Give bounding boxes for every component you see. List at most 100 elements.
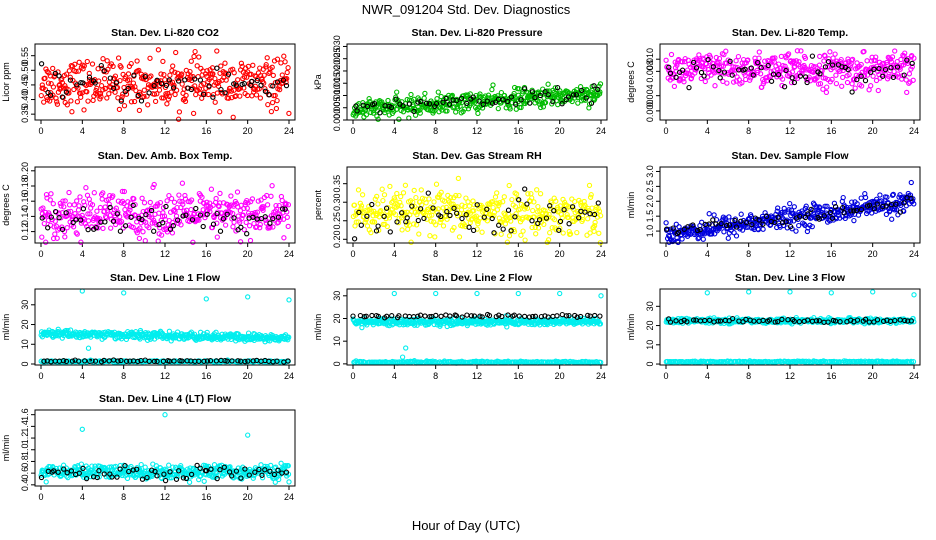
point-samples bbox=[244, 74, 250, 80]
x-tick-label: 24 bbox=[596, 249, 606, 259]
point-reference bbox=[59, 94, 66, 100]
point-samples bbox=[230, 114, 236, 120]
x-tick-label: 20 bbox=[555, 371, 565, 381]
y-tick-label: 0.004 bbox=[645, 84, 655, 107]
point-samples bbox=[90, 97, 96, 104]
x-tick-label: 16 bbox=[201, 249, 211, 259]
x-tick-label: 20 bbox=[243, 371, 253, 381]
x-tick-label: 24 bbox=[909, 126, 919, 136]
y-tick-label: 3.0 bbox=[645, 165, 655, 178]
data-points bbox=[350, 175, 604, 246]
point-samples bbox=[168, 89, 174, 95]
point-samples bbox=[175, 116, 182, 122]
point-samples bbox=[173, 49, 179, 56]
point-reference bbox=[484, 98, 490, 104]
point-samples bbox=[898, 56, 904, 63]
point-samples bbox=[467, 91, 473, 97]
x-tick-label: 16 bbox=[201, 126, 211, 136]
point-samples bbox=[597, 81, 604, 87]
x-tick-label: 8 bbox=[746, 249, 751, 259]
point-samples bbox=[569, 98, 575, 105]
point-reference bbox=[111, 85, 117, 91]
point-samples bbox=[45, 80, 52, 86]
point-samples bbox=[50, 92, 56, 98]
x-tick-label: 20 bbox=[243, 126, 253, 136]
point-samples bbox=[679, 236, 685, 242]
point-reference bbox=[101, 68, 107, 74]
point-samples bbox=[136, 107, 143, 114]
x-tick-label: 8 bbox=[746, 371, 751, 381]
point-reference bbox=[364, 103, 371, 110]
point-samples bbox=[490, 204, 496, 211]
point-samples bbox=[94, 85, 100, 91]
point-reference bbox=[249, 78, 255, 85]
point-samples bbox=[179, 180, 186, 186]
point-samples bbox=[142, 238, 148, 244]
point-reference bbox=[354, 108, 360, 114]
point-reference bbox=[500, 97, 506, 103]
point-reference bbox=[280, 77, 287, 83]
point-samples bbox=[494, 190, 500, 196]
point-samples bbox=[126, 77, 133, 83]
point-samples bbox=[282, 59, 288, 65]
point-reference bbox=[573, 92, 580, 98]
point-reference bbox=[151, 228, 157, 234]
point-samples bbox=[832, 51, 838, 57]
point-samples bbox=[674, 62, 680, 68]
data-points bbox=[663, 179, 917, 246]
point-reference bbox=[425, 190, 431, 196]
point-reference bbox=[210, 94, 216, 100]
point-outlier bbox=[121, 290, 127, 296]
panel-4: Stan. Dev. Amb. Box Temp.degrees C0 4 8 12 1… bbox=[1, 150, 296, 259]
point-samples bbox=[374, 113, 380, 119]
point-samples bbox=[437, 100, 443, 106]
point-samples bbox=[379, 186, 385, 192]
point-reference bbox=[387, 229, 393, 235]
point-samples bbox=[41, 220, 47, 227]
point-samples bbox=[713, 54, 719, 61]
y-tick-label: 30 bbox=[332, 291, 342, 301]
point-samples bbox=[118, 64, 124, 70]
point-reference bbox=[241, 80, 247, 87]
point-samples bbox=[192, 48, 198, 55]
point-samples bbox=[128, 60, 134, 67]
point-samples bbox=[112, 73, 119, 79]
point-reference bbox=[415, 99, 421, 105]
y-tick-label: 0.000 bbox=[645, 100, 655, 123]
point-samples bbox=[738, 211, 744, 217]
point-samples bbox=[217, 190, 223, 197]
point-samples bbox=[877, 192, 883, 198]
point-samples bbox=[172, 91, 178, 98]
point-reference bbox=[595, 86, 601, 93]
point-reference bbox=[283, 82, 290, 89]
point-samples bbox=[214, 234, 220, 240]
x-tick-label: 12 bbox=[785, 371, 795, 381]
point-samples bbox=[108, 225, 114, 231]
point-samples bbox=[851, 217, 857, 224]
point-samples bbox=[507, 106, 513, 112]
point-samples bbox=[277, 86, 283, 93]
point-samples bbox=[455, 175, 462, 182]
point-reference bbox=[400, 103, 406, 109]
point-samples bbox=[380, 197, 386, 204]
y-tick-label: 30 bbox=[645, 301, 655, 311]
point-reference bbox=[238, 224, 244, 230]
point-samples bbox=[205, 91, 212, 98]
point-outlier bbox=[399, 354, 406, 360]
y-tick-label: 2.5 bbox=[645, 180, 655, 193]
point-samples bbox=[188, 58, 194, 64]
point-samples bbox=[908, 179, 914, 186]
panel-title: Stan. Dev. Gas Stream RH bbox=[412, 150, 541, 162]
point-samples bbox=[222, 222, 229, 228]
point-samples bbox=[285, 65, 291, 71]
point-reference bbox=[458, 95, 465, 101]
point-samples bbox=[518, 232, 524, 238]
point-outlier bbox=[403, 345, 409, 351]
point-samples bbox=[827, 49, 833, 55]
point-samples bbox=[574, 229, 580, 236]
point-reference bbox=[415, 217, 421, 224]
point-samples bbox=[537, 191, 544, 197]
point-reference bbox=[52, 70, 58, 77]
point-samples bbox=[128, 99, 135, 105]
point-samples bbox=[68, 98, 74, 104]
